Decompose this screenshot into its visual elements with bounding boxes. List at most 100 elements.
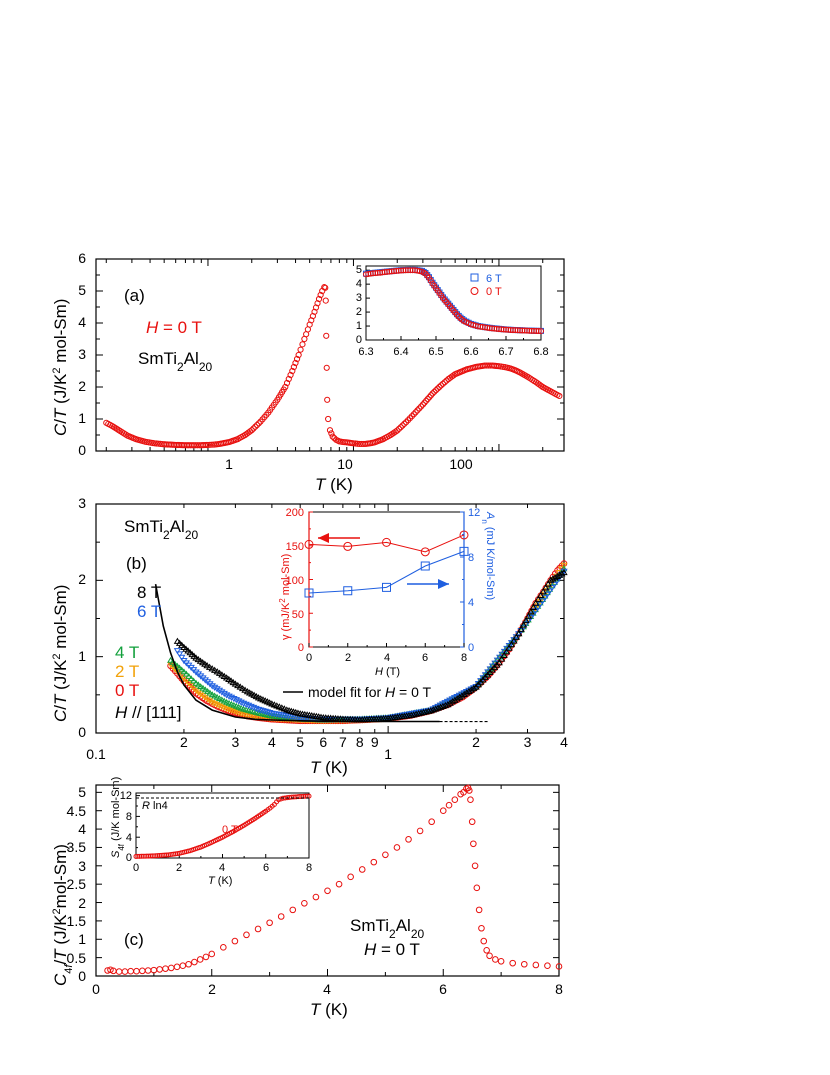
inset-x-tick: 8: [306, 862, 312, 874]
data-point-6T: [230, 695, 238, 703]
data-point-4T: [185, 672, 193, 679]
y-tick-label: 6: [78, 250, 86, 266]
data-point: [436, 383, 443, 391]
data-point: [441, 379, 448, 386]
data-point-6T: [261, 708, 269, 716]
data-point: [328, 430, 335, 437]
y-tick-label: 4: [78, 821, 86, 837]
legend-label-6T: 6 T: [486, 273, 502, 285]
panel-c-points: [104, 784, 563, 975]
model-fit-line: [154, 583, 440, 723]
data-point-8T: [536, 591, 545, 599]
inset-ticks: [308, 511, 465, 648]
inset-x-tick: 6: [422, 652, 428, 664]
data-point: [429, 390, 436, 397]
panel-b-xticklabels: 0.1 2 3 4 5 6 7 8 91 2 3 4: [86, 734, 568, 762]
data-point-8T: [500, 651, 508, 658]
inset-yticklabels-right: 0 4 8 12: [468, 507, 480, 654]
gamma-point: [343, 541, 353, 551]
inset-y-tick: 3: [356, 292, 362, 304]
data-point: [204, 441, 212, 449]
x-tick-label: 8: [356, 734, 364, 750]
data-point-8T: [458, 692, 466, 699]
data-point-8T: [544, 580, 552, 587]
data-point: [323, 332, 330, 339]
data-point-6T: [232, 697, 240, 704]
data-point: [139, 967, 146, 975]
data-point: [509, 959, 517, 967]
data-point: [473, 884, 481, 892]
data-point-8T: [467, 686, 476, 693]
x-tick-label: 2: [208, 981, 216, 997]
x-tick-label: 8: [555, 981, 563, 997]
data-point: [497, 958, 505, 965]
data-point-2T: [560, 562, 568, 569]
y-tick-label: 0.5: [67, 950, 87, 966]
panel-b: 0 1 2 3 0.12 3 4 5 6 7 8 912 3 4 T (K) C/T (J/K2 …: [51, 495, 568, 777]
y-tick-label: 1.5: [67, 913, 87, 929]
data-point-8T: [560, 568, 568, 576]
data-point: [465, 787, 473, 794]
fit-legend-label: model fit for H = 0 T: [308, 684, 432, 700]
data-point: [414, 407, 421, 414]
inset-x-tick: 6.7: [498, 346, 513, 358]
data-point: [555, 963, 563, 970]
x-tick-label: 4: [268, 734, 276, 750]
data-point: [322, 284, 329, 291]
data-point: [167, 964, 175, 972]
y-tick-label: 5: [78, 282, 86, 298]
data-point-8T: [517, 625, 525, 632]
data-point: [248, 427, 255, 434]
data-point-8T: [407, 711, 415, 718]
inset-yticklabels: 0 4 8 12: [120, 790, 132, 864]
data-point-6T: [175, 651, 184, 658]
data-point-8T: [414, 709, 423, 717]
panel-a: 0 1 2 3 4 5 6 1 10 100 T (K) C/T (J/K2 m…: [51, 250, 565, 494]
data-point: [467, 796, 474, 803]
data-point: [428, 818, 435, 826]
data-point-2T: [211, 701, 219, 708]
data-point-6T: [265, 710, 274, 717]
data-point-6T: [208, 683, 216, 690]
inset-y-tick: 0: [126, 852, 132, 864]
data-point-6T: [548, 585, 556, 592]
data-point-6T: [235, 698, 243, 705]
inset-y-tick-right: 4: [468, 597, 474, 609]
data-point-8T: [448, 698, 457, 705]
data-point: [470, 840, 477, 848]
x-tick-label: 9: [371, 734, 379, 750]
data-point-0T: [538, 328, 544, 335]
legend-6T: 6 T: [137, 602, 161, 621]
legend-0T: 0 T: [115, 681, 139, 700]
inset-y-tick: 12: [120, 790, 132, 802]
compound-label: SmTi2Al20: [124, 517, 199, 542]
data-point-8T: [497, 655, 506, 662]
data-point: [492, 956, 499, 963]
data-point-8T: [453, 695, 461, 702]
data-point-4T: [199, 684, 207, 691]
data-point: [416, 827, 424, 835]
data-point: [393, 844, 401, 851]
data-point: [370, 858, 378, 866]
data-point-8T: [539, 587, 547, 595]
inset-x-tick: 2: [176, 862, 182, 874]
data-point-4T: [192, 679, 200, 686]
inset-ticks: [365, 269, 542, 341]
data-point: [107, 966, 114, 974]
inset-x-tick: 0: [306, 652, 312, 664]
data-point-8T: [434, 704, 442, 711]
data-point: [243, 931, 250, 939]
inset-y-tick-right: 12: [468, 507, 480, 519]
data-point-8T: [203, 662, 211, 669]
data-point-6T: [543, 591, 552, 599]
data-point-8T: [460, 690, 468, 697]
data-point-8T: [208, 665, 216, 672]
inset-xticklabels: 0 2 4 6 8: [306, 652, 467, 664]
data-point: [421, 399, 428, 406]
legend-2T: 2 T: [115, 662, 139, 681]
data-point-8T: [507, 640, 516, 648]
data-point-8T: [444, 700, 452, 708]
data-point: [347, 873, 354, 881]
inset-x-tick: 6.6: [463, 346, 478, 358]
y-tick-label: 4: [78, 314, 86, 330]
